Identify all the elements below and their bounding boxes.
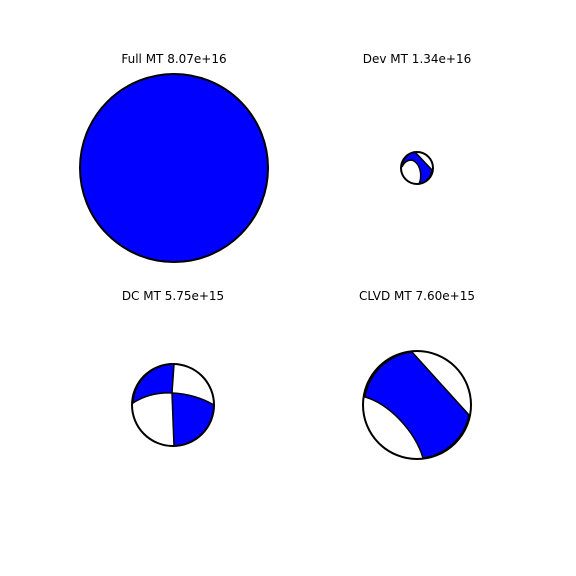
panel-clvd-mt: CLVD MT 7.60e+15	[359, 289, 475, 460]
clvd-mt-compressional-band	[364, 351, 470, 459]
panel-title-clvd-mt: CLVD MT 7.60e+15	[359, 289, 475, 303]
beachball-clvd-mt	[362, 350, 472, 460]
beachball-dc-mt	[131, 363, 215, 447]
beachball-dev-mt	[400, 151, 434, 185]
panel-dc-mt: DC MT 5.75e+15	[122, 289, 224, 447]
panel-title-dev-mt: Dev MT 1.34e+16	[363, 52, 471, 66]
panel-title-full-mt: Full MT 8.07e+16	[121, 52, 226, 66]
panel-title-dc-mt: DC MT 5.75e+15	[122, 289, 224, 303]
panel-dev-mt: Dev MT 1.34e+16	[363, 52, 471, 185]
dev-mt-outline	[400, 151, 434, 185]
beachball-full-mt	[79, 73, 269, 263]
clvd-mt-outline	[362, 350, 472, 460]
dc-mt-outline	[131, 363, 215, 447]
panel-full-mt: Full MT 8.07e+16	[79, 52, 269, 263]
dc-mt-quadrant-lower-right	[171, 392, 215, 447]
